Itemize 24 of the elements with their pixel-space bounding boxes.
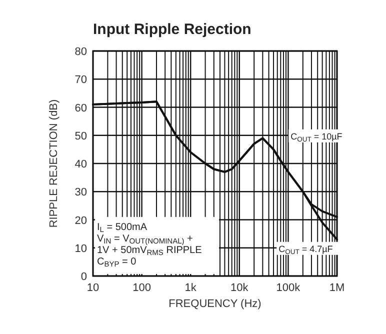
annotation: I$_{L}$ = 500mA [97, 222, 148, 234]
y-tick-label: 50 [74, 130, 87, 142]
annotation: V$_{IN}$ = V$_{OUT(NOMINAL)}$ + [97, 233, 194, 246]
series-label: C$_{OUT}$ = 4.7µF [278, 244, 334, 256]
y-tick-label: 70 [74, 74, 87, 86]
x-tick-label: 100 [132, 282, 151, 294]
chart-title: Input Ripple Rejection [93, 21, 252, 38]
y-tick-label: 80 [74, 46, 87, 58]
y-tick-label: 10 [74, 242, 87, 255]
x-axis-title: FREQUENCY (Hz) [168, 298, 262, 310]
series-label: C$_{OUT}$ = 10µF [290, 131, 343, 144]
y-tick-label: 20 [74, 214, 87, 227]
x-tick-label: 1k [184, 282, 197, 294]
y-tick-label: 60 [74, 102, 87, 114]
x-tick-label: 10k [230, 282, 249, 294]
y-tick-label: 30 [74, 186, 87, 199]
annotation: C$_{BYP}$ = 0 [97, 256, 137, 268]
x-tick-label: 10 [86, 282, 100, 294]
y-tick-label: 0 [80, 271, 87, 283]
x-tick-label: 100k [276, 282, 301, 294]
y-tick-label: 40 [74, 158, 87, 170]
annotation: 1V + 50mV$_{RMS}$ RIPPLE [97, 244, 202, 257]
y-axis-title: RIPPLE REJECTION (dB) [48, 99, 60, 228]
x-tick-label: 1M [329, 282, 345, 294]
